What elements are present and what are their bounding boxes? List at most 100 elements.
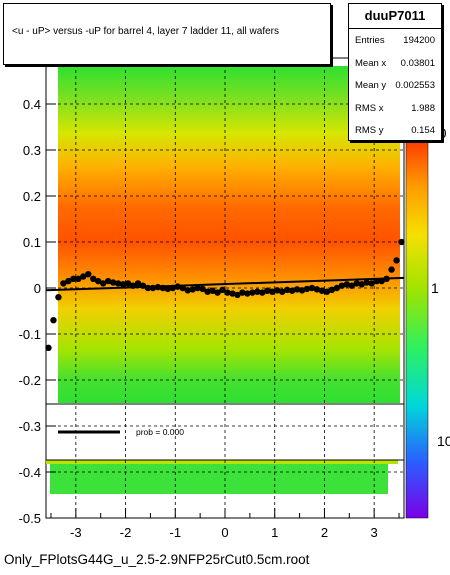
x-tick-label: 2	[321, 525, 328, 540]
profile-point	[283, 286, 291, 294]
y-tick-label: 0.2	[23, 189, 41, 204]
profile-point	[303, 285, 311, 293]
profile-point	[214, 289, 221, 296]
stat-key: Mean y	[355, 80, 387, 91]
x-tick-label: -2	[120, 525, 132, 540]
stat-mean-x: Mean x 0.03801	[349, 52, 441, 75]
profile-point	[323, 288, 331, 295]
fit-line	[45, 276, 405, 292]
profile-point	[333, 284, 341, 292]
colorbar	[405, 139, 429, 519]
profile-point	[144, 284, 152, 292]
profile-point	[358, 281, 365, 288]
y-tick-label: -0.5	[19, 511, 41, 526]
stat-rms-x: RMS x 1.988	[349, 97, 441, 120]
profile-point	[368, 280, 375, 287]
profile-point	[224, 289, 231, 296]
profile-point	[229, 290, 236, 297]
heatmap-band-lower	[50, 462, 388, 494]
profile-point	[383, 275, 390, 282]
profile-point	[174, 283, 181, 290]
stat-entries: Entries 194200	[349, 29, 441, 52]
profile-point	[343, 281, 351, 288]
file-name-footer: Only_FPlotsG44G_u_2.5-2.9NFP25rCut0.5cm.…	[4, 552, 310, 567]
profile-point	[189, 286, 196, 293]
colorbar-tick-label: 10	[437, 433, 450, 449]
profile-point	[70, 275, 77, 282]
stat-value: 1.988	[411, 102, 435, 114]
x-tick-label: 0	[221, 525, 228, 540]
profile-point	[288, 287, 296, 294]
y-tick-label: -0.3	[19, 419, 41, 434]
profile-point	[45, 344, 52, 351]
y-tick-label: -0.1	[19, 327, 41, 342]
profile-point	[114, 280, 122, 287]
profile-point	[85, 271, 92, 278]
profile-point	[313, 286, 321, 293]
profile-point	[353, 280, 360, 287]
profile-point	[348, 282, 355, 289]
profile-point	[274, 287, 281, 294]
profile-point	[363, 279, 370, 286]
stat-key: RMS x	[355, 102, 384, 114]
title-box: <u - uP> versus -uP for barrel 4, layer …	[3, 3, 331, 65]
x-tick-label: 1	[271, 525, 278, 540]
profile-point	[338, 282, 346, 289]
profile-point	[264, 287, 271, 294]
legend-label: prob = 0.000	[136, 427, 184, 437]
y-tick-label: -0.2	[19, 373, 41, 388]
profile-point	[169, 284, 176, 292]
x-tick-label: -1	[169, 525, 181, 540]
heatmap	[46, 66, 400, 494]
profile-point	[308, 284, 316, 292]
profile-point	[388, 266, 395, 273]
profile-point	[328, 286, 336, 294]
stat-rms-y: RMS y 0.154	[349, 119, 441, 142]
fit-line-segment	[45, 276, 405, 292]
profile-point	[124, 280, 132, 287]
profile-point	[269, 288, 276, 295]
stat-key: Entries	[355, 35, 385, 46]
profile-point	[378, 277, 385, 285]
profile-point	[65, 277, 72, 285]
profile-point	[95, 277, 102, 285]
profile-point	[194, 284, 201, 292]
y-tick-label: 0.4	[23, 97, 41, 112]
profile-point	[179, 284, 186, 292]
stat-key: Mean x	[355, 57, 387, 69]
profile-point	[104, 277, 112, 285]
profile-point	[159, 284, 167, 292]
profile-point	[129, 282, 137, 289]
stat-value: 0.002553	[395, 80, 435, 91]
profile-point	[139, 282, 147, 289]
profile-point	[119, 281, 127, 288]
profile-point	[219, 286, 226, 294]
profile-point	[393, 257, 400, 264]
y-axis: -0.5 -0.4 -0.3 -0.2 -0.1 0 0.1 0.2 0.3 0.4	[19, 97, 56, 526]
profile-point	[278, 288, 286, 295]
stat-mean-y: Mean y 0.002553	[349, 74, 441, 97]
y-tick-label: -0.4	[19, 465, 41, 480]
profile-point	[244, 290, 251, 297]
profile-point	[90, 275, 97, 282]
y-tick-label: 0	[34, 281, 41, 296]
heatmap-band-upper	[58, 66, 400, 403]
profile-point	[318, 287, 326, 294]
profile-point	[259, 289, 266, 296]
stat-key: RMS y	[355, 125, 384, 136]
profile-point	[209, 287, 216, 294]
profile-point	[99, 280, 107, 287]
stats-box: duuP7011 Entries 194200 Mean x 0.03801 Mea…	[348, 3, 442, 141]
profile-point	[293, 286, 301, 293]
profile-point	[239, 289, 246, 296]
profile-point	[373, 277, 380, 285]
stat-value: 0.154	[411, 125, 435, 136]
stat-value: 0.03801	[400, 57, 435, 69]
y-tick-label: 0.1	[23, 235, 41, 250]
profile-point	[154, 283, 162, 291]
profile-point	[298, 287, 306, 294]
chart-title: <u - uP> versus -uP for barrel 4, layer …	[12, 26, 279, 37]
profile-points	[45, 238, 405, 351]
profile-point	[80, 273, 87, 280]
